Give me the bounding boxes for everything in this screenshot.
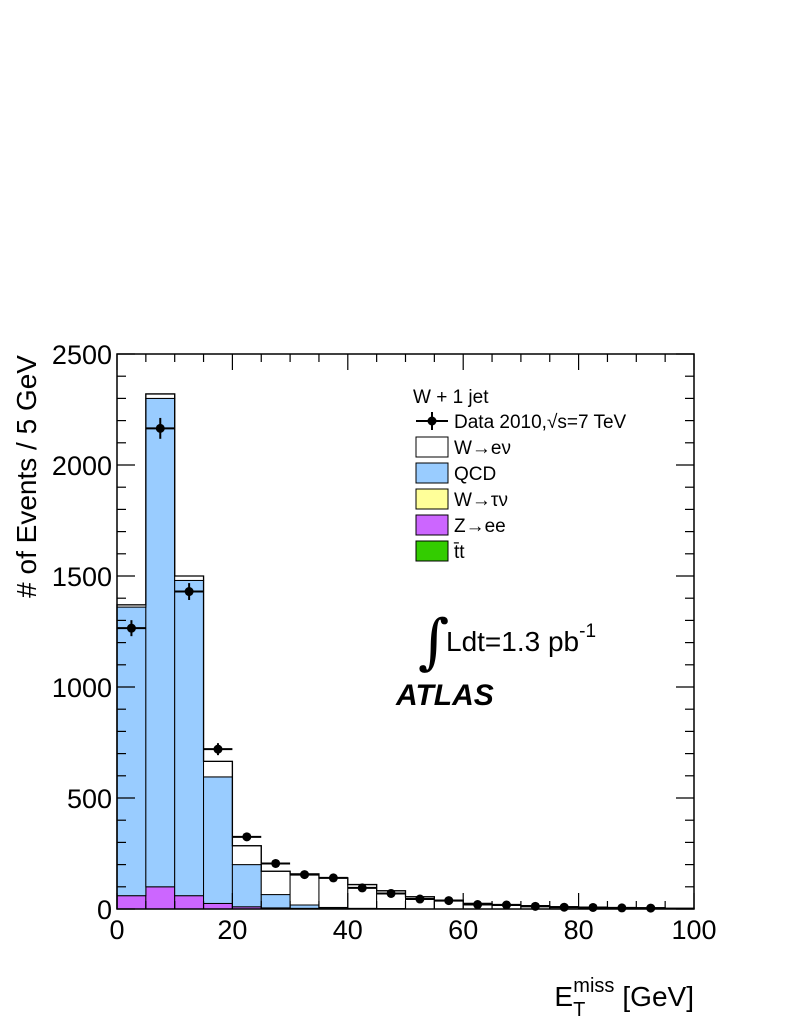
bar-qcd-bin-1 — [145, 397, 176, 888]
legend-header: W + 1 jet — [413, 387, 489, 408]
bar-qcd-bin-4 — [231, 864, 262, 908]
data-point-18 — [646, 903, 656, 913]
axis-ticks — [116, 353, 695, 910]
y-tick-label-2000: 2000 — [52, 451, 112, 481]
legend-label-qcd: QCD — [454, 464, 496, 485]
data-points — [117, 417, 666, 913]
x-tick-label-40: 40 — [333, 915, 363, 945]
data-point-7 — [328, 873, 338, 883]
data-point-1 — [155, 423, 165, 433]
data-point-15 — [559, 902, 569, 912]
legend-marker-dot — [427, 416, 437, 426]
x-tick-label-0: 0 — [109, 915, 124, 945]
data-point-13 — [501, 900, 511, 910]
x-tick-label-60: 60 — [448, 915, 478, 945]
data-point-11 — [444, 896, 454, 906]
bar-z-ee-bin-0 — [116, 895, 147, 910]
x-axis-title: ETmiss [GeV] — [554, 975, 694, 1021]
legend-swatch-w-e- — [415, 436, 449, 458]
legend-swatch-qcd — [415, 462, 449, 484]
x-axis-title-unit: [GeV] — [622, 981, 694, 1012]
legend-label-z-ee: Z→ee — [454, 516, 506, 537]
data-point-12 — [473, 900, 483, 910]
data-point-8 — [357, 883, 367, 893]
x-tick-label-100: 100 — [671, 915, 716, 945]
y-tick-label-2500: 2500 — [52, 340, 112, 370]
experiment-label: ATLAS — [395, 679, 494, 712]
y-axis-title: # of Events / 5 GeV — [11, 355, 42, 598]
data-point-0 — [126, 623, 136, 633]
bar-w-e--bin-2 — [174, 575, 205, 581]
bar-w-e--bin-5 — [260, 870, 291, 896]
data-point-2 — [184, 587, 194, 597]
x-tick-label-20: 20 — [217, 915, 247, 945]
bar-z-ee-bin-2 — [174, 895, 205, 910]
bar-w-e--bin-1 — [145, 393, 176, 399]
y-tick-label-1000: 1000 — [52, 673, 112, 703]
data-point-17 — [617, 903, 627, 913]
bar-w-e--bin-7 — [318, 877, 349, 908]
bar-qcd-bin-2 — [174, 579, 205, 897]
data-point-6 — [300, 870, 310, 880]
legend-swatch-t-t — [415, 540, 449, 562]
bar-qcd-bin-5 — [260, 894, 291, 909]
bar-w-e--bin-3 — [203, 760, 233, 778]
lumi-text: Ldt=1.3 pb-1 — [446, 621, 596, 657]
legend-label-data-2010-s-7-tev: Data 2010,√s=7 TeV — [454, 412, 627, 433]
legend-label-w-e-: W→eν — [454, 438, 511, 459]
data-point-5 — [271, 858, 281, 868]
data-point-16 — [588, 902, 598, 912]
legend-swatch-w- — [415, 488, 449, 510]
bar-w-e--bin-4 — [231, 845, 262, 866]
integral-sign: ∫ — [418, 607, 449, 677]
x-tick-label-80: 80 — [564, 915, 594, 945]
bar-z-ee-bin-1 — [145, 886, 176, 910]
data-point-10 — [415, 894, 425, 904]
legend-swatch-z-ee — [415, 514, 449, 536]
legend-label-t-t: t̄t — [453, 542, 465, 563]
data-point-9 — [386, 888, 396, 898]
bar-z-ee-bin-3 — [203, 902, 233, 910]
legend-label-w-: W→τν — [454, 490, 508, 511]
y-tick-label-500: 500 — [67, 784, 112, 814]
legend: W + 1 jet Data 2010,√s=7 TeV W→eν QCD W→τν Z… — [413, 387, 627, 563]
y-tick-label-1500: 1500 — [52, 562, 112, 592]
luminosity-label: ∫ Ldt=1.3 pb-1 — [418, 607, 596, 677]
bar-qcd-bin-0 — [116, 606, 147, 897]
data-point-4 — [242, 832, 252, 842]
x-axis-title-sub: T — [573, 999, 585, 1021]
y-tick-label-0: 0 — [97, 895, 112, 925]
x-axis-title-main: E — [554, 981, 573, 1012]
bar-qcd-bin-3 — [203, 776, 233, 904]
data-point-3 — [213, 744, 223, 754]
bar-w-e--bin-6 — [289, 873, 320, 906]
x-axis-title-sup: miss — [573, 975, 614, 997]
